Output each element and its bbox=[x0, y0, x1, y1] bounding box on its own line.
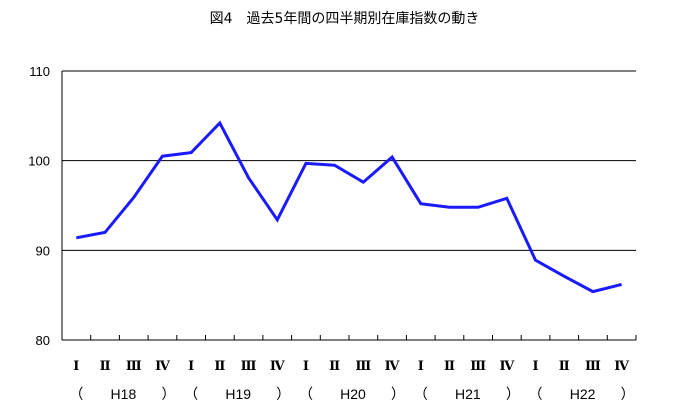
quarter-label: Ⅳ bbox=[270, 359, 285, 374]
year-paren-close: ） bbox=[391, 386, 405, 402]
quarter-label: Ⅰ bbox=[303, 359, 309, 374]
chart-title: 図4 過去5年間の四半期別在庫指数の動き bbox=[209, 11, 480, 27]
year-group-label: H21 bbox=[455, 386, 481, 402]
series-line bbox=[76, 120, 622, 294]
quarter-label: Ⅰ bbox=[533, 359, 539, 374]
quarter-label: Ⅳ bbox=[385, 359, 400, 374]
year-group-label: H18 bbox=[111, 386, 137, 402]
year-paren-open: （ bbox=[69, 386, 83, 402]
year-paren-close: ） bbox=[276, 386, 290, 402]
year-paren-open: （ bbox=[299, 386, 313, 402]
quarter-label: Ⅱ bbox=[214, 359, 225, 374]
quarter-label: Ⅱ bbox=[559, 359, 570, 374]
year-group-label: H22 bbox=[570, 386, 596, 402]
quarter-label: Ⅲ bbox=[126, 359, 142, 374]
y-tick-label: 100 bbox=[28, 154, 50, 169]
quarter-label: Ⅱ bbox=[100, 359, 111, 374]
year-paren-open: （ bbox=[414, 386, 428, 402]
y-tick-label: 110 bbox=[29, 64, 50, 79]
quarter-label: Ⅳ bbox=[499, 359, 514, 374]
grid-layer bbox=[62, 70, 636, 251]
quarter-label: Ⅳ bbox=[614, 359, 629, 374]
quarter-label: Ⅳ bbox=[155, 359, 170, 374]
quarter-label: Ⅰ bbox=[188, 359, 194, 374]
quarter-label: Ⅲ bbox=[585, 359, 601, 374]
series-line-layer bbox=[76, 120, 622, 294]
year-paren-close: ） bbox=[506, 386, 520, 402]
quarter-label: Ⅰ bbox=[418, 359, 424, 374]
year-paren-close: ） bbox=[621, 386, 635, 402]
quarter-label: Ⅱ bbox=[329, 359, 340, 374]
quarter-label: Ⅱ bbox=[444, 359, 455, 374]
y-tick-label: 80 bbox=[36, 333, 50, 348]
y-tick-label: 90 bbox=[36, 243, 50, 258]
quarter-label: Ⅲ bbox=[241, 359, 257, 374]
year-group-label: H19 bbox=[225, 386, 251, 402]
quarter-label: Ⅲ bbox=[355, 359, 371, 374]
year-paren-close: ） bbox=[161, 386, 175, 402]
quarter-label: Ⅲ bbox=[470, 359, 486, 374]
year-paren-open: （ bbox=[184, 386, 198, 402]
quarter-label: Ⅰ bbox=[73, 359, 79, 374]
year-paren-open: （ bbox=[529, 386, 543, 402]
year-group-label: H20 bbox=[340, 386, 366, 402]
axis-layer bbox=[61, 71, 637, 341]
